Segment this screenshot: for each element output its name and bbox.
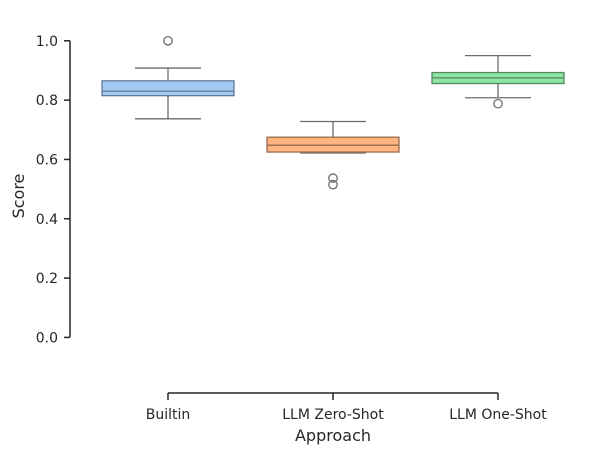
box-llm-zero-shot xyxy=(266,120,400,190)
x-tick-label: LLM One-Shot xyxy=(449,407,547,423)
x-axis: Builtin LLM Zero-Shot LLM One-Shot xyxy=(146,392,547,423)
outlier-point xyxy=(163,35,173,46)
outlier-point xyxy=(328,173,338,183)
box-series xyxy=(101,35,565,190)
y-axis-title: Score xyxy=(9,174,28,219)
outlier-point xyxy=(493,98,503,109)
y-axis: 0.0 0.2 0.4 0.6 0.8 1.0 xyxy=(36,34,71,346)
x-tick-label: LLM Zero-Shot xyxy=(282,407,384,423)
outlier-point xyxy=(328,179,338,190)
y-tick-label: 0.2 xyxy=(36,271,58,287)
y-tick-label: 0.8 xyxy=(36,93,58,109)
x-tick-label: Builtin xyxy=(146,407,191,423)
x-axis-title: Approach xyxy=(295,426,371,445)
y-tick-label: 0.0 xyxy=(36,330,58,346)
iqr-box xyxy=(101,80,235,97)
y-tick-label: 0.6 xyxy=(36,152,58,168)
y-tick-label: 1.0 xyxy=(36,34,58,50)
box-builtin xyxy=(101,35,235,120)
box-llm-one-shot xyxy=(431,54,565,109)
y-tick-label: 0.4 xyxy=(36,212,58,228)
